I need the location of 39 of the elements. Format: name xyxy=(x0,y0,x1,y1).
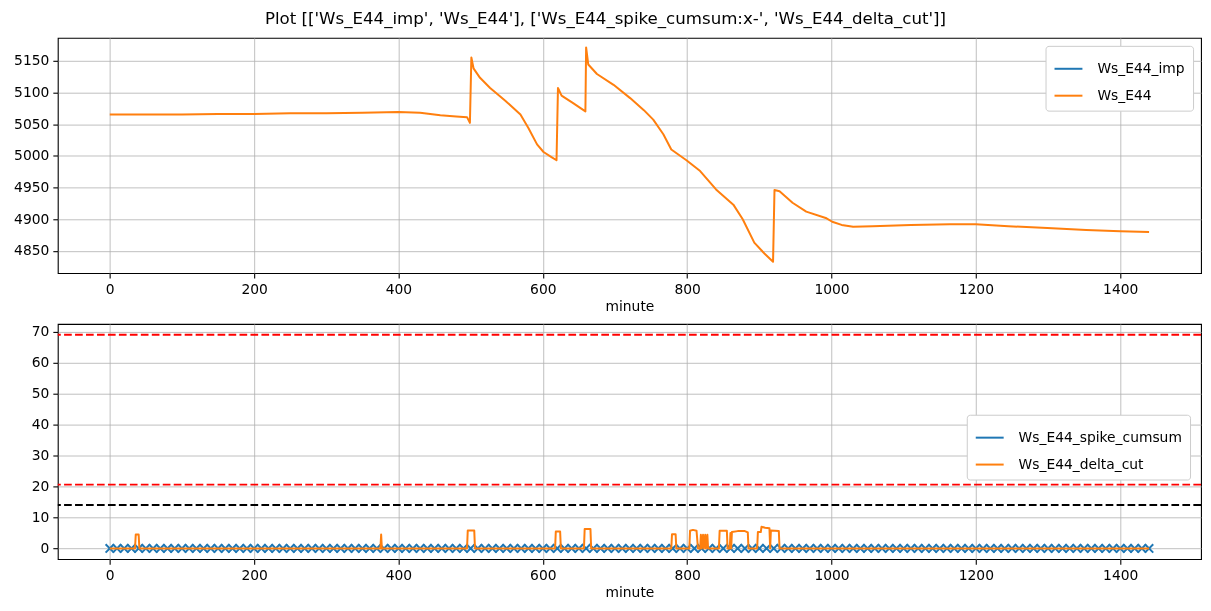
x-tick-label: 400 xyxy=(385,566,413,583)
y-tick-label: 0 xyxy=(40,539,50,556)
y-tick-label: 5050 xyxy=(14,115,50,132)
y-tick-label: 70 xyxy=(31,323,50,340)
legend-label: Ws_E44_imp xyxy=(1097,59,1185,76)
y-tick-label: 30 xyxy=(31,446,50,463)
x-tick-label: 200 xyxy=(241,280,268,297)
x-tick-label: 800 xyxy=(674,566,701,583)
y-tick-label: 4900 xyxy=(14,210,50,227)
x-tick-label: 400 xyxy=(385,280,413,297)
y-tick-label: 5000 xyxy=(14,147,50,164)
legend-label: Ws_E44 xyxy=(1097,86,1152,103)
chart-title: Plot [['Ws_E44_imp', 'Ws_E44'], ['Ws_E44_spike_cumsum:x-', 'Ws_E44_delta_cut']] xyxy=(264,9,947,30)
y-tick-label: 5150 xyxy=(14,52,50,69)
y-tick-label: 60 xyxy=(31,354,50,371)
x-tick-label: 1000 xyxy=(814,280,850,297)
y-tick-label: 20 xyxy=(31,477,50,494)
y-tick-label: 50 xyxy=(31,385,50,401)
x-tick-label: 600 xyxy=(530,566,557,583)
x-tick-label: 800 xyxy=(674,280,701,297)
x-tick-label: 0 xyxy=(105,280,115,297)
x-axis-title: minute xyxy=(605,298,655,315)
x-tick-label: 1000 xyxy=(814,566,850,583)
x-tick-label: 0 xyxy=(105,566,115,583)
legend-label: Ws_E44_delta_cut xyxy=(1018,455,1145,472)
x-tick-label: 1200 xyxy=(958,280,994,297)
y-tick-label: 40 xyxy=(31,415,50,432)
x-tick-label: 600 xyxy=(530,280,557,297)
y-tick-label: 5100 xyxy=(14,83,50,100)
x-axis-title: minute xyxy=(605,584,655,601)
y-tick-label: 4950 xyxy=(14,179,50,195)
x-tick-label: 200 xyxy=(241,566,268,583)
x-tick-label: 1200 xyxy=(958,566,994,583)
x-tick-label: 1400 xyxy=(1103,566,1139,583)
line-series xyxy=(108,525,1151,550)
legend-label: Ws_E44_spike_cumsum xyxy=(1018,428,1182,445)
x-tick-label: 1400 xyxy=(1103,280,1139,297)
y-tick-label: 10 xyxy=(31,508,50,525)
y-tick-label: 4850 xyxy=(14,242,50,259)
